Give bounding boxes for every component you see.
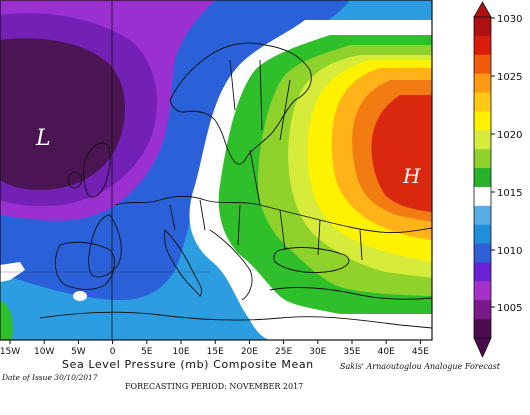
x-axis-tick-label: 15E (207, 347, 224, 357)
x-axis-tick-label: 25E (275, 347, 292, 357)
high-pressure-label: H (402, 164, 421, 188)
colorbar-block (474, 168, 491, 188)
colorbar: 1005 1010 1015 1020 1025 1030 (473, 1, 522, 358)
x-axis-tick-label: 15W (0, 347, 20, 357)
colorbar-block (474, 111, 491, 131)
colorbar-tick-label: 1030 (497, 14, 522, 25)
colorbar-top-arrow (473, 1, 492, 18)
colorbar-block (474, 319, 491, 339)
colorbar-block (474, 224, 491, 244)
plot-border (0, 0, 433, 341)
colorbar-block (474, 281, 491, 301)
colorbar-tick-label: 1020 (497, 130, 522, 141)
x-axis-ticks: 15W 10W 5W 0 5E 10E 15E 20E 25E 30E 35E 40E 45E (0, 340, 429, 357)
x-axis-tick-label: 5W (71, 347, 86, 357)
attribution-text: Sakis' Arnaoutoglou Analogue Forecast (340, 362, 501, 371)
white-patch-north-africa (73, 291, 87, 301)
x-axis-tick-label: 10W (34, 347, 54, 357)
forecasting-period-text: FORECASTING PERIOD: NOVEMBER 2017 (125, 382, 303, 391)
x-axis-tick-label: 10E (172, 347, 189, 357)
colorbar-block (474, 205, 491, 226)
x-axis-tick-label: 30E (309, 347, 326, 357)
colorbar-block (474, 149, 491, 169)
x-axis-tick-label: 40E (378, 347, 395, 357)
colorbar-block (474, 92, 491, 112)
colorbar-block (474, 130, 491, 150)
x-axis-tick-label: 45E (412, 347, 429, 357)
colorbar-block (474, 186, 491, 207)
colorbar-blocks (473, 16, 492, 339)
colorbar-block (474, 54, 491, 74)
x-axis-tick-label: 35E (343, 347, 360, 357)
colorbar-tick-label: 1025 (497, 72, 522, 83)
map-title: Sea Level Pressure (mb) Composite Mean (62, 358, 314, 371)
issue-date-text: Date of Issue 30/10/2017 (1, 373, 98, 382)
low-pressure-core (0, 38, 126, 190)
colorbar-block (474, 300, 491, 320)
x-axis-tick-label: 0 (110, 347, 116, 357)
x-axis-tick-label: 5E (141, 347, 153, 357)
contour-band-1016-west (0, 300, 13, 340)
colorbar-block (474, 262, 491, 282)
high-pressure-core (371, 95, 432, 212)
colorbar-tick-label: 1005 (497, 303, 522, 314)
colorbar-block (474, 73, 491, 93)
low-pressure-label: L (35, 126, 51, 151)
pressure-contour-field: L H (0, 0, 432, 340)
colorbar-block (474, 243, 491, 263)
colorbar-tick-label: 1010 (497, 246, 522, 257)
colorbar-block (474, 35, 491, 56)
x-axis-tick-label: 20E (241, 347, 258, 357)
colorbar-bottom-arrow (473, 337, 492, 358)
colorbar-block (474, 17, 491, 37)
coastlines (39, 42, 432, 329)
colorbar-ticks: 1005 1010 1015 1020 1025 1030 (491, 14, 522, 314)
colorbar-tick-label: 1015 (497, 188, 522, 199)
